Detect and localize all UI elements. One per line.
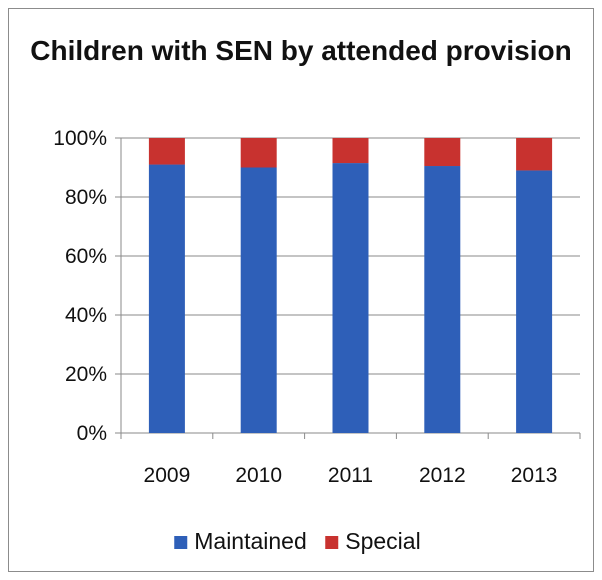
bar-maintained-2011 bbox=[332, 163, 369, 433]
legend-label-special: Special bbox=[345, 528, 420, 554]
bar-special-2012 bbox=[424, 138, 461, 167]
legend-swatch-maintained bbox=[174, 536, 188, 549]
y-tick-label: 40% bbox=[65, 304, 107, 327]
bar-special-2009 bbox=[148, 138, 185, 165]
x-tick-label: 2009 bbox=[144, 464, 191, 487]
bar-special-2010 bbox=[240, 138, 277, 168]
x-tick-label: 2013 bbox=[511, 464, 558, 487]
y-tick-label: 0% bbox=[77, 422, 107, 445]
x-tick-label: 2011 bbox=[328, 464, 373, 487]
bar-maintained-2013 bbox=[516, 170, 553, 433]
y-tick-label: 60% bbox=[65, 245, 107, 268]
legend-swatch-special bbox=[325, 536, 339, 549]
x-tick-label: 2010 bbox=[235, 464, 282, 487]
x-tick-label: 2012 bbox=[419, 464, 466, 487]
y-tick-label: 80% bbox=[65, 186, 107, 209]
y-tick-label: 100% bbox=[53, 127, 107, 150]
chart-title: Children with SEN by attended provision bbox=[30, 35, 572, 66]
chart-frame bbox=[8, 8, 594, 572]
bar-special-2013 bbox=[516, 138, 553, 171]
legend-label-maintained: Maintained bbox=[194, 528, 307, 554]
y-tick-label: 20% bbox=[65, 363, 107, 386]
bar-special-2011 bbox=[332, 138, 369, 164]
bar-maintained-2012 bbox=[424, 166, 461, 433]
bar-maintained-2009 bbox=[148, 164, 185, 434]
bar-maintained-2010 bbox=[240, 167, 277, 433]
